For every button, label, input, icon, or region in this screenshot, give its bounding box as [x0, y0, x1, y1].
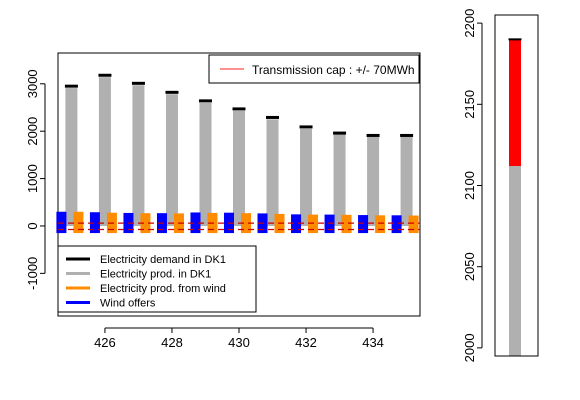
- production-bar: [367, 136, 380, 226]
- production-bar: [199, 102, 212, 226]
- legend-label: Electricity prod. in DK1: [100, 269, 211, 281]
- y-tick-label: 2000: [25, 117, 40, 146]
- legend-label: Electricity prod. from wind: [100, 283, 226, 295]
- side-y-tick-label: 2000: [462, 333, 477, 362]
- demand-marker: [165, 90, 179, 94]
- y-tick-label: 0: [25, 222, 40, 229]
- legend-label: Wind offers: [100, 298, 156, 310]
- wind-production-bar: [408, 215, 419, 234]
- wind-offers-bar: [324, 214, 335, 234]
- y-tick-label: 3000: [25, 69, 40, 98]
- wind-production-bar: [241, 213, 251, 234]
- main-chart: -1000 0 1000 2000 3000 426 428 430 432 434 Transmi…: [25, 52, 421, 350]
- wind-offers-bar: [291, 214, 302, 234]
- demand-marker: [400, 133, 414, 137]
- wind-production-bar: [308, 214, 319, 234]
- demand-marker: [299, 125, 313, 129]
- stack-segment: [509, 39, 521, 167]
- demand-marker: [232, 107, 246, 111]
- side-chart: 2000 2050 2100 2150 2200: [462, 9, 539, 362]
- demand-marker: [333, 131, 347, 135]
- side-y-tick-label: 2150: [462, 90, 477, 119]
- production-bar: [65, 88, 78, 226]
- production-bar: [300, 128, 313, 226]
- y-tick-label: -1000: [25, 257, 40, 290]
- side-plot-frame: [494, 14, 539, 357]
- legend-bottom-box: [57, 245, 257, 313]
- wind-offers-bar: [358, 215, 369, 234]
- wind-production-bar: [341, 214, 352, 234]
- production-bar: [165, 94, 178, 226]
- demand-marker: [131, 81, 145, 85]
- demand-marker: [64, 84, 78, 88]
- side-y-tick-label: 2100: [462, 171, 477, 200]
- wind-offers-bar: [190, 212, 201, 234]
- stack-segment: [509, 166, 521, 356]
- demand-marker: [198, 99, 212, 103]
- legend-label: Electricity demand in DK1: [100, 254, 226, 266]
- plot-frame: [57, 52, 421, 317]
- production-bar: [333, 134, 346, 226]
- side-y-tick-label: 2050: [462, 252, 477, 281]
- wind-offers-bar: [56, 211, 67, 234]
- demand-marker: [266, 115, 280, 119]
- legend-top-label: Transmission cap : +/- 70MWh: [252, 63, 415, 77]
- production-bar: [98, 77, 111, 226]
- total-marker: [508, 38, 522, 41]
- x-tick-label: 426: [94, 335, 116, 350]
- wind-production-bar: [140, 213, 151, 234]
- x-tick-label: 428: [161, 335, 183, 350]
- wind-production-bar: [375, 215, 386, 234]
- production-bar: [266, 119, 279, 226]
- production-bar: [233, 110, 245, 226]
- side-y-tick-label: 2200: [462, 9, 477, 38]
- x-tick-label: 430: [228, 335, 250, 350]
- demand-marker: [366, 133, 380, 137]
- demand-marker: [98, 73, 112, 77]
- production-bar: [400, 136, 413, 226]
- wind-production-bar: [73, 211, 84, 234]
- x-tick-label: 434: [362, 335, 384, 350]
- y-tick-label: 1000: [25, 164, 40, 193]
- x-tick-label: 432: [295, 335, 317, 350]
- wind-offers-bar: [391, 215, 402, 234]
- production-bar: [132, 85, 145, 226]
- wind-offers-bar: [89, 212, 100, 234]
